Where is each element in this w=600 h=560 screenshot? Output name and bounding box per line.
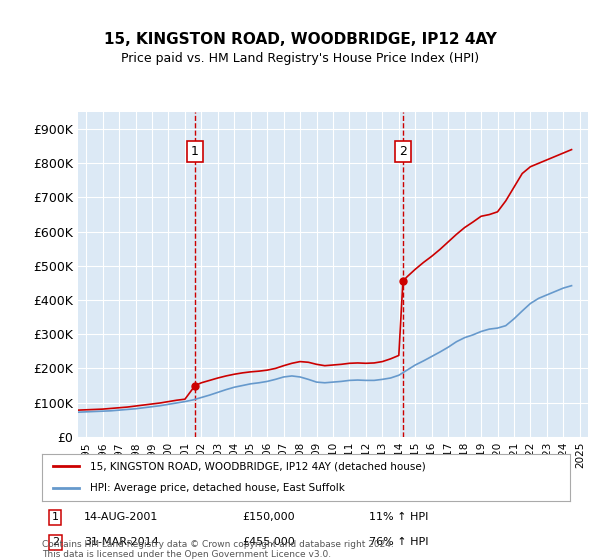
Text: 31-MAR-2014: 31-MAR-2014: [84, 537, 159, 547]
Text: Price paid vs. HM Land Registry's House Price Index (HPI): Price paid vs. HM Land Registry's House …: [121, 52, 479, 66]
Text: 14-AUG-2001: 14-AUG-2001: [84, 512, 158, 522]
Text: £455,000: £455,000: [242, 537, 295, 547]
Text: £150,000: £150,000: [242, 512, 295, 522]
Text: 11% ↑ HPI: 11% ↑ HPI: [370, 512, 429, 522]
Text: Contains HM Land Registry data © Crown copyright and database right 2024.
This d: Contains HM Land Registry data © Crown c…: [42, 540, 394, 559]
Text: 2: 2: [399, 145, 407, 158]
Text: 1: 1: [191, 145, 199, 158]
Text: 1: 1: [52, 512, 59, 522]
Text: 15, KINGSTON ROAD, WOODBRIDGE, IP12 4AY (detached house): 15, KINGSTON ROAD, WOODBRIDGE, IP12 4AY …: [89, 461, 425, 472]
Text: 15, KINGSTON ROAD, WOODBRIDGE, IP12 4AY: 15, KINGSTON ROAD, WOODBRIDGE, IP12 4AY: [104, 32, 496, 46]
Text: HPI: Average price, detached house, East Suffolk: HPI: Average price, detached house, East…: [89, 483, 344, 493]
Text: 76% ↑ HPI: 76% ↑ HPI: [370, 537, 429, 547]
Text: 2: 2: [52, 537, 59, 547]
